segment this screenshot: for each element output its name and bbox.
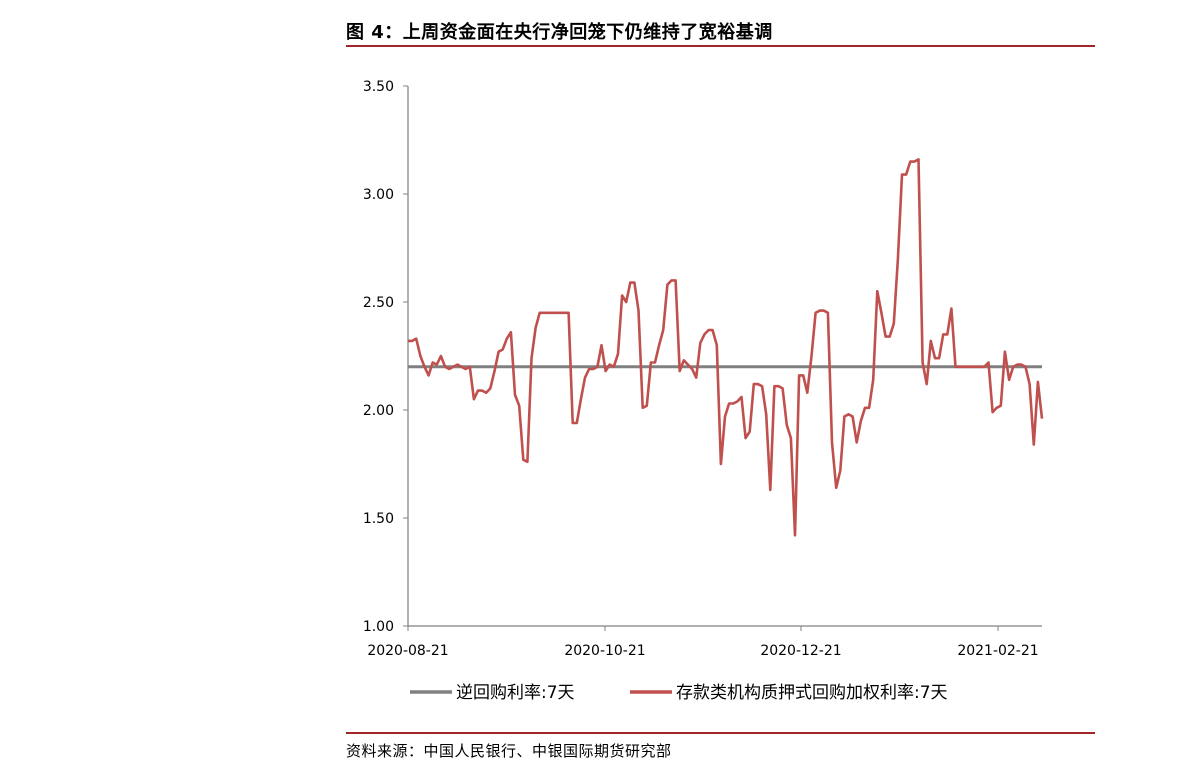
plot-area xyxy=(408,158,1044,537)
legend-label: 逆回购利率:7天 xyxy=(456,683,575,703)
x-tick-label: 2020-10-21 xyxy=(564,643,645,659)
y-tick-label: 2.50 xyxy=(363,295,394,311)
x-tick-label: 2021-02-21 xyxy=(957,643,1038,659)
y-tick-label: 1.00 xyxy=(363,619,394,635)
x-axis: 2020-08-21 2020-10-21 2020-12-21 2021-02-21 xyxy=(367,625,1042,659)
figure-title: 图 4：上周资金面在央行净回笼下仍维持了宽裕基调 xyxy=(346,22,773,43)
source-rule xyxy=(346,732,1095,734)
series-line-pledged-repo xyxy=(408,158,1044,537)
legend-label: 存款类机构质押式回购加权利率:7天 xyxy=(676,683,948,703)
y-tick-label: 3.50 xyxy=(363,79,394,95)
legend: 逆回购利率:7天 存款类机构质押式回购加权利率:7天 xyxy=(410,683,948,703)
source-note: 资料来源：中国人民银行、中银国际期货研究部 xyxy=(346,742,672,760)
x-tick-label: 2020-12-21 xyxy=(760,643,841,659)
y-tick-label: 2.00 xyxy=(363,403,394,419)
y-tick-label: 1.50 xyxy=(363,511,394,527)
x-tick-label: 2020-08-21 xyxy=(367,643,448,659)
y-tick-label: 3.00 xyxy=(363,187,394,203)
y-axis: 3.50 3.00 2.50 2.00 1.50 1.00 xyxy=(363,79,409,635)
title-rule xyxy=(346,45,1095,47)
